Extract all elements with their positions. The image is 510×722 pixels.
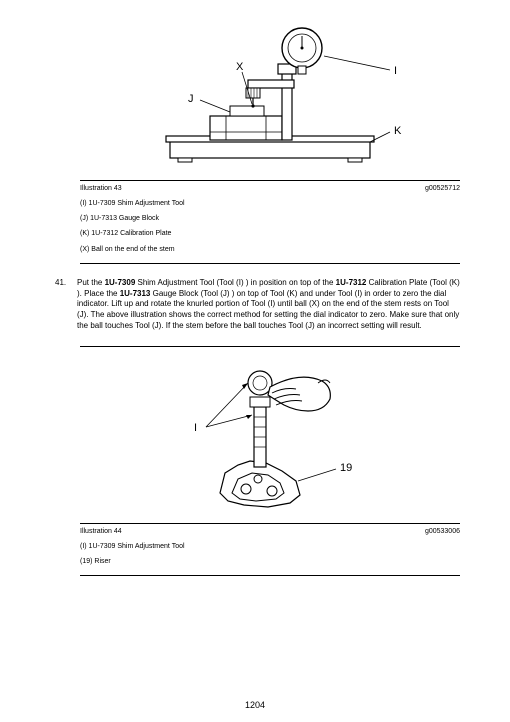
illustration-43-id: g00525712: [425, 185, 460, 192]
legend-item: (19) Riser: [80, 556, 460, 567]
label-k: K: [394, 125, 402, 137]
step-text-part: Shim Adjustment Tool (Tool (I) ) in posi…: [135, 278, 335, 287]
figure-43-caption-row: Illustration 43 g00525712: [80, 180, 460, 192]
illustration-43-svg: X J I K: [130, 20, 410, 170]
step-text-bold: 1U-7309: [105, 278, 136, 287]
label-i: I: [394, 65, 397, 77]
figure-43: X J I K Illustration 43 g00525712 (I) 1U…: [80, 20, 460, 264]
figure-43-image: X J I K: [80, 20, 460, 170]
legend-item: (J) 1U-7313 Gauge Block: [80, 213, 460, 224]
step-text-bold: 1U-7312: [336, 278, 367, 287]
figure-44-caption-row: Illustration 44 g00533006: [80, 523, 460, 535]
illustration-44-svg: I 19: [150, 353, 390, 513]
legend-item: (K) 1U-7312 Calibration Plate: [80, 228, 460, 239]
step-text-bold: 1U-7313: [120, 289, 151, 298]
step-41: 41. Put the 1U-7309 Shim Adjustment Tool…: [55, 278, 460, 332]
label-19: 19: [340, 462, 352, 474]
legend-item: (I) 1U-7309 Shim Adjustment Tool: [80, 198, 460, 209]
step-text-part: Put the: [77, 278, 105, 287]
figure-44-image: I 19: [80, 353, 460, 513]
legend-item: (X) Ball on the end of the stem: [80, 244, 460, 255]
figure-44: I 19 Illustration 44 g00533006 (I) 1U-73…: [80, 346, 460, 576]
illustration-44-label: Illustration 44: [80, 528, 122, 535]
label-i-2: I: [194, 422, 197, 434]
label-j: J: [188, 93, 194, 105]
illustration-44-id: g00533006: [425, 528, 460, 535]
step-41-number: 41.: [55, 278, 77, 332]
figure-43-legend: (I) 1U-7309 Shim Adjustment Tool (J) 1U-…: [80, 198, 460, 255]
figure-44-legend: (I) 1U-7309 Shim Adjustment Tool (19) Ri…: [80, 541, 460, 567]
step-41-text: Put the 1U-7309 Shim Adjustment Tool (To…: [77, 278, 460, 332]
legend-item: (I) 1U-7309 Shim Adjustment Tool: [80, 541, 460, 552]
illustration-43-label: Illustration 43: [80, 185, 122, 192]
figure-44-rule: [80, 575, 460, 576]
page-number: 1204: [0, 700, 510, 710]
label-x: X: [236, 61, 244, 73]
figure-43-rule: [80, 263, 460, 264]
figure-44-top-rule: [80, 346, 460, 347]
